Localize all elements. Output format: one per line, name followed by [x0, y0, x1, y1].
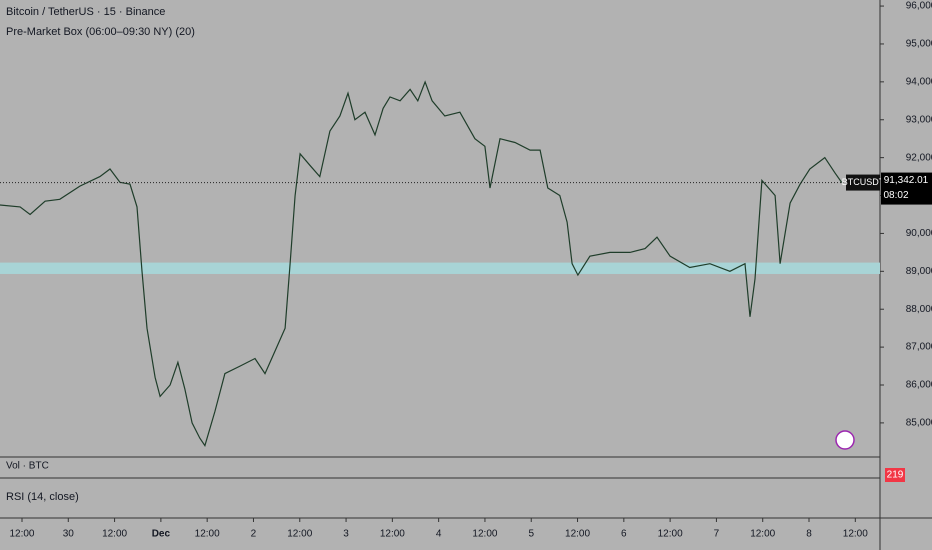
volume-value: 219 [887, 470, 904, 481]
chart-title: Bitcoin / TetherUS · 15 · Binance [6, 6, 165, 18]
x-tick-label: 12:00 [287, 529, 312, 540]
y-tick-label: 95,000.00 [906, 39, 932, 50]
x-tick-label: 12:00 [750, 529, 775, 540]
price-tag [881, 172, 932, 205]
x-tick-label: 12:00 [380, 529, 405, 540]
volume-tag [885, 468, 905, 482]
y-tick-label: 85,000.00 [906, 418, 932, 429]
x-tick-label: 6 [621, 529, 627, 540]
volume-label: Vol · BTC [6, 461, 49, 472]
y-tick-label: 88,000.00 [906, 304, 932, 315]
x-tick-label: 30 [63, 529, 75, 540]
rsi-label: RSI (14, close) [6, 491, 79, 503]
y-tick-label: 89,000.00 [906, 266, 932, 277]
x-tick-label: 4 [436, 529, 442, 540]
price-line [0, 80, 843, 447]
x-tick-label: 12:00 [658, 529, 683, 540]
indicator-label: Pre-Market Box (06:00–09:30 NY) (20) [6, 26, 195, 38]
countdown: 08:02 [883, 190, 908, 201]
x-tick-label: 12:00 [9, 529, 34, 540]
x-tick-label: 2 [251, 529, 257, 540]
y-tick-label: 90,000.00 [906, 228, 932, 239]
x-tick-label: 12:00 [102, 529, 127, 540]
symbol-label: BTCUSDT [842, 177, 885, 187]
x-tick-label: 3 [343, 529, 349, 540]
y-tick-label: 87,000.00 [906, 342, 932, 353]
x-tick-label: 12:00 [195, 529, 220, 540]
price-tag-label: 91,342.01 [884, 175, 929, 186]
x-tick-label: 7 [714, 529, 720, 540]
alert-icon[interactable] [835, 430, 855, 450]
y-tick-label: 86,000.00 [906, 380, 932, 391]
price-band [0, 262, 880, 274]
x-tick-label: 12:00 [565, 529, 590, 540]
x-tick-label: 8 [806, 529, 812, 540]
y-tick-label: 96,000.00 [906, 1, 932, 12]
x-tick-label: Dec [152, 529, 171, 540]
y-tick-label: 94,000.00 [906, 76, 932, 87]
y-tick-label: 92,000.00 [906, 152, 932, 163]
y-tick-label: 93,000.00 [906, 114, 932, 125]
x-tick-label: 5 [528, 529, 534, 540]
x-tick-label: 12:00 [843, 529, 868, 540]
x-tick-label: 12:00 [472, 529, 497, 540]
symbol-tag [846, 174, 880, 191]
